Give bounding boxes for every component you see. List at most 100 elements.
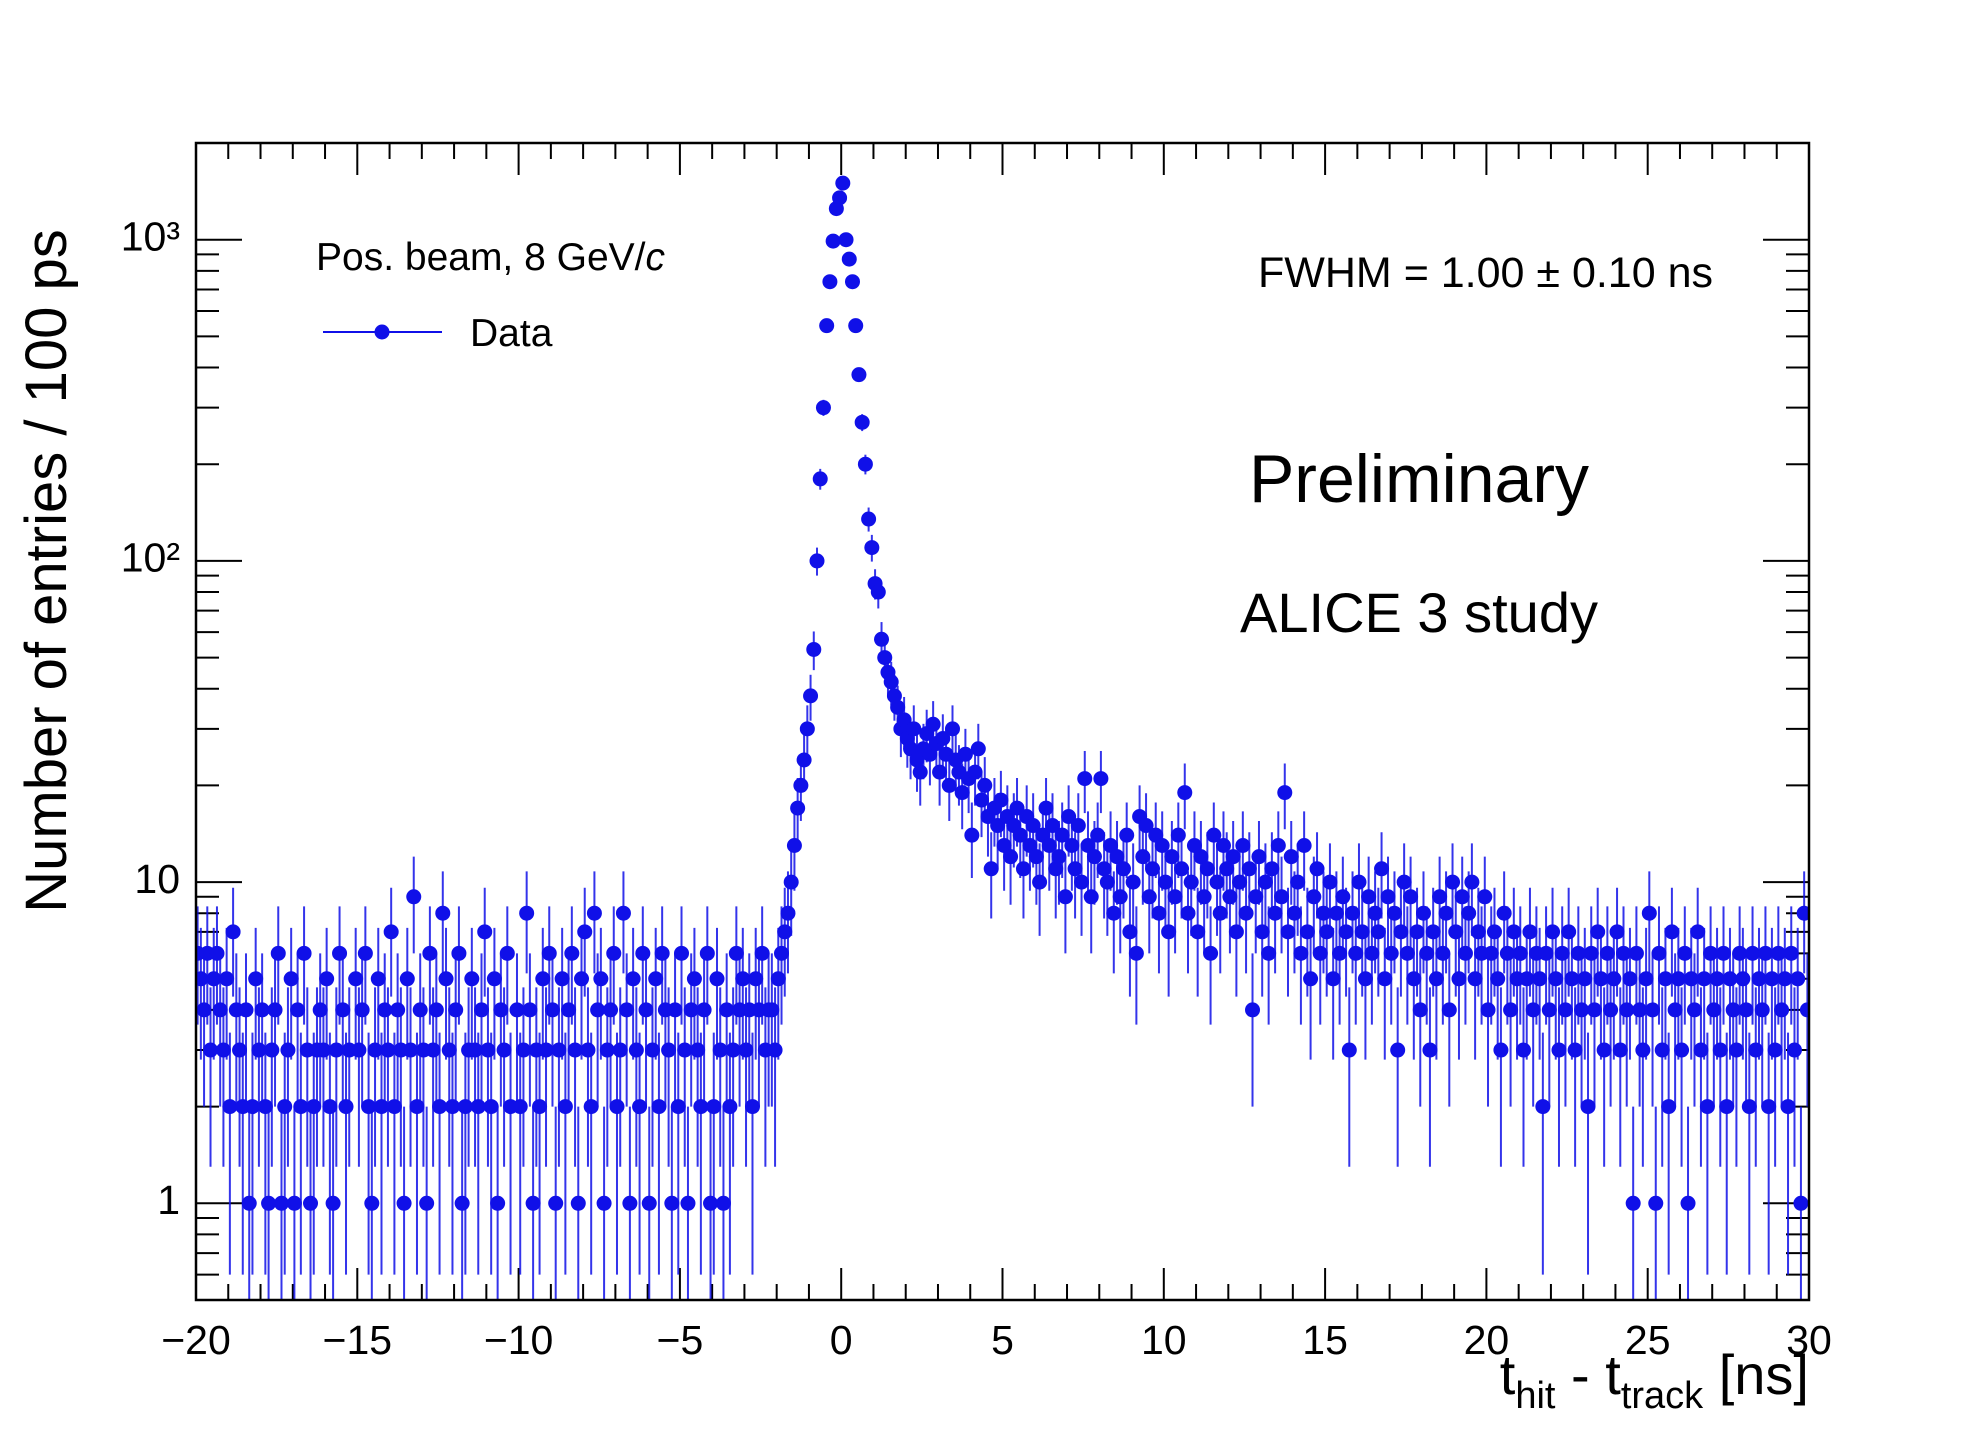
data-point xyxy=(909,752,925,768)
data-point xyxy=(451,945,467,961)
data-point xyxy=(409,1099,425,1115)
x-tick-label: −20 xyxy=(161,1317,231,1363)
data-point xyxy=(1451,971,1467,987)
data-point xyxy=(970,741,986,757)
data-point xyxy=(925,716,941,732)
data-point xyxy=(699,945,715,961)
data-point xyxy=(1280,924,1296,940)
data-point xyxy=(1748,1042,1764,1058)
data-point xyxy=(1364,945,1380,961)
data-point xyxy=(1345,905,1361,921)
data-point xyxy=(1499,945,1515,961)
data-point xyxy=(683,1002,699,1018)
data-point xyxy=(561,1002,577,1018)
data-point xyxy=(1238,905,1254,921)
data-point xyxy=(1093,771,1109,787)
data-point xyxy=(348,971,364,987)
data-point xyxy=(599,1042,615,1058)
data-point xyxy=(1799,1002,1809,1018)
data-point xyxy=(1596,1042,1612,1058)
data-point xyxy=(1109,849,1125,865)
data-point xyxy=(1735,971,1751,987)
data-point xyxy=(1196,889,1212,905)
data-point xyxy=(1206,827,1222,843)
data-point xyxy=(1532,971,1548,987)
data-point xyxy=(906,721,922,737)
data-point xyxy=(1599,945,1615,961)
data-point xyxy=(1464,874,1480,890)
data-point xyxy=(480,1042,496,1058)
data-point xyxy=(1490,971,1506,987)
data-point xyxy=(1470,924,1486,940)
data-point xyxy=(1283,849,1299,865)
data-point xyxy=(1574,1002,1590,1018)
data-point xyxy=(406,889,422,905)
data-point xyxy=(1415,905,1431,921)
data-point xyxy=(993,792,1009,808)
data-point xyxy=(254,1002,270,1018)
data-point xyxy=(1299,924,1315,940)
data-point xyxy=(383,924,399,940)
data-point xyxy=(544,1002,560,1018)
data-point xyxy=(1322,874,1338,890)
data-point xyxy=(1454,889,1470,905)
data-point xyxy=(790,800,806,816)
data-point xyxy=(257,1099,273,1115)
data-point xyxy=(967,764,983,780)
data-point xyxy=(1112,889,1128,905)
data-point xyxy=(399,971,415,987)
data-point xyxy=(1041,838,1057,854)
data-point xyxy=(351,1042,367,1058)
data-point xyxy=(428,1002,444,1018)
data-point xyxy=(1025,818,1041,834)
data-point xyxy=(386,1099,402,1115)
data-point xyxy=(1515,1042,1531,1058)
data-point xyxy=(1777,971,1793,987)
data-point xyxy=(1603,1002,1619,1018)
data-point xyxy=(1790,971,1806,987)
x-axis-label: thit - ttrack [ns] xyxy=(1500,1343,1809,1417)
data-point xyxy=(296,945,312,961)
data-point xyxy=(577,924,593,940)
data-point xyxy=(1386,905,1402,921)
data-point xyxy=(373,1099,389,1115)
data-point xyxy=(332,945,348,961)
data-point xyxy=(567,1042,583,1058)
data-point xyxy=(1483,945,1499,961)
data-point xyxy=(1522,924,1538,940)
data-point xyxy=(625,971,641,987)
data-point xyxy=(222,1099,238,1115)
data-point xyxy=(1496,905,1512,921)
data-point xyxy=(1374,861,1390,877)
data-point xyxy=(1477,889,1493,905)
data-point xyxy=(419,1195,435,1211)
data-point xyxy=(715,1195,731,1211)
data-point xyxy=(1061,809,1077,825)
data-point xyxy=(1641,905,1657,921)
data-point xyxy=(1696,971,1712,987)
data-point xyxy=(1606,971,1622,987)
data-point xyxy=(203,1042,219,1058)
data-point xyxy=(628,1042,644,1058)
data-point xyxy=(1274,889,1290,905)
data-point xyxy=(725,1042,741,1058)
data-point xyxy=(1074,874,1090,890)
data-point xyxy=(609,1099,625,1115)
legend-marker xyxy=(374,324,390,340)
data-point xyxy=(470,1099,486,1115)
data-point xyxy=(1009,800,1025,816)
fwhm-annotation: FWHM = 1.00 ± 0.10 ns xyxy=(1258,249,1713,297)
data-point xyxy=(1648,1195,1664,1211)
data-point xyxy=(641,1195,657,1211)
data-point xyxy=(709,971,725,987)
data-point xyxy=(1564,971,1580,987)
data-point xyxy=(1090,827,1106,843)
data-point xyxy=(667,1002,683,1018)
data-point xyxy=(835,175,851,191)
data-point xyxy=(686,971,702,987)
data-point xyxy=(464,971,480,987)
data-point xyxy=(1654,1042,1670,1058)
data-point xyxy=(1693,1042,1709,1058)
data-point xyxy=(509,1002,525,1018)
